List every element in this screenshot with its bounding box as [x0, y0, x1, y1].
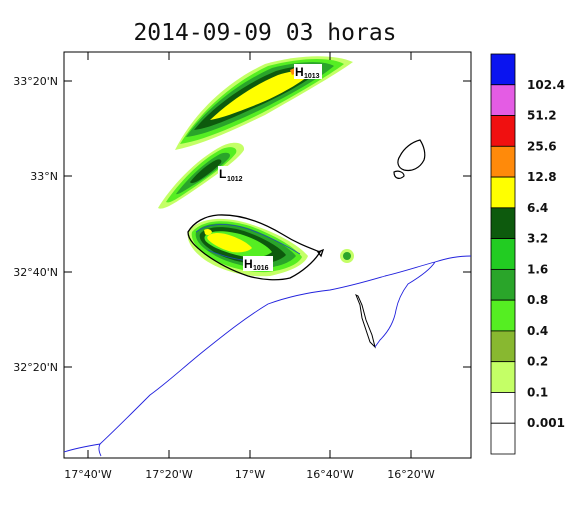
precip-band-madeira-yellow [207, 233, 252, 253]
precip-band-madeira-yellow-small [204, 228, 212, 236]
colorbar-swatch [490, 176, 516, 209]
precip-spot-east-inner [343, 252, 351, 260]
pressure-label-h1016-bg [243, 256, 273, 271]
precip-spot-east [340, 249, 354, 263]
map-title: 2014-09-09 03 horas [133, 20, 397, 46]
pressure-value-1016: 1016 [253, 265, 269, 272]
colorbar-label: 51.2 [527, 109, 557, 123]
precip-band-middle [158, 142, 245, 209]
colorbar-label: 0.001 [527, 416, 565, 430]
lon-ticks: 17°40'W 17°20'W 17°W 16°40'W 16°20'W [64, 52, 435, 481]
colorbar-label: 6.4 [527, 201, 548, 215]
colorbar-label: 0.8 [527, 293, 548, 307]
lat-tick-label-4: 32°20'N [13, 361, 58, 374]
precip-band-north-yellow [210, 70, 312, 120]
colorbar-label: 0.4 [527, 324, 548, 338]
colorbar-swatch [490, 238, 516, 270]
lon-tick-label-4: 16°40'W [306, 468, 354, 481]
lat-tick-label-3: 32°40'N [13, 266, 58, 279]
lat-tick-label-2: 33°N [30, 170, 58, 183]
precip-band-middle-dark [190, 159, 222, 184]
pressure-label-l1012-bg [218, 166, 246, 181]
lat-tick-label-1: 33°20'N [13, 75, 58, 88]
pressure-label-l1012: L 1012 [218, 166, 246, 183]
pressure-letter-h1013: H [295, 65, 304, 79]
colorbar-swatch [490, 207, 516, 240]
colorbar-label: 0.1 [527, 385, 548, 399]
colorbar-label: 102.4 [527, 78, 565, 92]
pressure-label-h1013: H 1013 [294, 64, 322, 80]
colorbar-swatch [490, 268, 516, 301]
colorbar-label: 3.2 [527, 232, 548, 246]
colorbar-legend: 102.4 51.2 25.6 12.8 6.4 3.2 1.6 0.8 0.4 0.2 0.1 0.… [490, 53, 565, 455]
colorbar-swatch [490, 115, 516, 147]
colorbar-swatch [490, 53, 516, 86]
colorbar-swatch [490, 392, 516, 424]
lat-ticks: 33°20'N 33°N 32°40'N 32°20'N [13, 75, 471, 374]
colorbar-swatch [490, 145, 516, 178]
pressure-value-1013: 1013 [304, 73, 320, 80]
colorbar-label: 12.8 [527, 170, 557, 184]
colorbar-swatch [490, 84, 516, 116]
lon-tick-label-2: 17°20'W [145, 468, 193, 481]
madeira-island-outline [187, 214, 325, 281]
coastline-line [63, 255, 472, 457]
colorbar-swatch [490, 422, 516, 455]
colorbar-label: 25.6 [527, 139, 557, 153]
colorbar-label: 0.2 [527, 355, 548, 369]
lon-tick-label-1: 17°40'W [64, 468, 112, 481]
pressure-letter-h1016: H [244, 257, 253, 271]
porto-santo-outline [393, 139, 426, 179]
lon-tick-label-5: 16°20'W [387, 468, 435, 481]
pressure-label-h1016: H 1016 [243, 256, 273, 272]
colorbar-label: 1.6 [527, 262, 548, 276]
colorbar-swatch [490, 361, 516, 393]
colorbar-swatch [490, 330, 516, 363]
pressure-value-1012: 1012 [227, 176, 243, 183]
lon-tick-label-3: 17°W [235, 468, 265, 481]
pressure-letter-l1012: L [219, 167, 226, 181]
colorbar-swatch [490, 299, 516, 332]
pressure-label-h1013-bg [294, 64, 322, 79]
